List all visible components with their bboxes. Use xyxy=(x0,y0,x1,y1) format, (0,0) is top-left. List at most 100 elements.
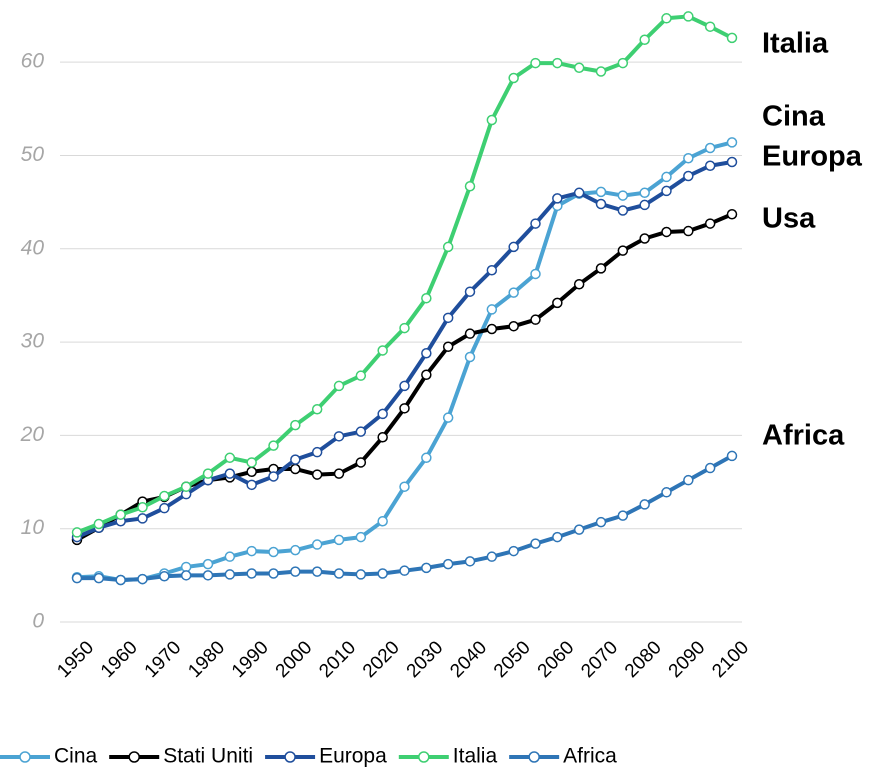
data-point xyxy=(159,502,170,514)
data-point xyxy=(726,156,738,168)
data-point xyxy=(442,241,454,253)
data-point xyxy=(661,226,672,238)
data-point xyxy=(311,404,323,415)
data-point xyxy=(683,474,694,486)
legend-label: Cina xyxy=(54,745,98,768)
data-point xyxy=(137,501,148,513)
x-tick-label: 2090 xyxy=(665,637,710,682)
legend-marker xyxy=(128,751,140,763)
legend-item: Cina xyxy=(0,745,98,768)
data-point xyxy=(399,403,410,414)
legend-marker xyxy=(418,751,430,763)
y-tick-label: 0 xyxy=(32,610,44,633)
data-point xyxy=(595,198,607,210)
data-point xyxy=(377,568,388,579)
data-point xyxy=(377,515,388,527)
data-point xyxy=(421,452,432,464)
data-point xyxy=(355,569,367,580)
y-tick-label: 30 xyxy=(21,330,45,353)
data-point xyxy=(595,186,607,198)
data-point xyxy=(355,531,367,543)
data-point xyxy=(246,545,257,557)
legend-item: Italia xyxy=(398,745,497,768)
x-tick-label: 2080 xyxy=(621,637,666,682)
x-tick-label: 2060 xyxy=(534,637,579,682)
x-tick-label: 1950 xyxy=(53,637,98,682)
data-point xyxy=(311,469,323,480)
data-point xyxy=(704,462,716,474)
data-point xyxy=(333,468,345,479)
data-point xyxy=(464,556,476,567)
data-point xyxy=(399,565,410,576)
legend-item: Stati Uniti xyxy=(109,745,253,768)
legend-label: Stati Uniti xyxy=(163,745,253,768)
data-point xyxy=(377,345,388,356)
data-point xyxy=(268,568,279,579)
data-point xyxy=(683,170,694,182)
data-point xyxy=(530,268,541,280)
data-point xyxy=(246,466,257,478)
data-point xyxy=(71,527,83,538)
x-tick-label: 2030 xyxy=(403,637,448,682)
data-point xyxy=(377,432,388,443)
series-line xyxy=(76,14,733,535)
data-point xyxy=(421,348,432,359)
data-point xyxy=(202,558,214,570)
data-point xyxy=(159,571,170,582)
data-point xyxy=(573,278,585,290)
data-point xyxy=(202,468,214,479)
data-point xyxy=(704,142,716,154)
data-point xyxy=(573,62,585,74)
data-point xyxy=(552,531,563,543)
data-point xyxy=(290,454,301,465)
data-point xyxy=(595,66,607,77)
data-point xyxy=(442,312,454,324)
data-point xyxy=(442,412,454,423)
y-tick-label: 40 xyxy=(21,236,45,259)
x-tick-label: 2010 xyxy=(315,637,360,682)
data-point xyxy=(726,208,738,220)
data-point xyxy=(486,551,498,562)
series-line xyxy=(76,160,733,539)
data-point xyxy=(137,513,148,524)
x-tick-label: 2020 xyxy=(359,637,404,682)
x-tick-label: 2040 xyxy=(446,637,491,682)
data-point xyxy=(508,545,519,557)
data-point xyxy=(224,468,236,479)
data-point xyxy=(726,32,738,44)
data-point xyxy=(137,573,148,585)
data-point xyxy=(421,292,432,304)
data-point xyxy=(617,205,629,216)
data-point xyxy=(595,516,607,528)
y-tick-label: 20 xyxy=(20,423,45,446)
x-tick-label: 2100 xyxy=(708,637,753,682)
legend-item: Europa xyxy=(265,745,387,768)
annotation: Europa xyxy=(762,141,863,173)
data-point xyxy=(246,457,257,468)
data-point xyxy=(464,181,476,192)
data-point xyxy=(290,544,301,556)
data-point xyxy=(290,463,301,475)
data-point xyxy=(508,320,519,332)
annotation: Usa xyxy=(762,203,816,235)
x-tick-label: 2050 xyxy=(490,637,535,682)
data-point xyxy=(115,574,126,586)
x-tick-label: 1960 xyxy=(97,637,142,682)
data-point xyxy=(552,297,563,309)
data-point xyxy=(355,457,367,468)
x-tick-label: 1990 xyxy=(228,637,273,682)
data-point xyxy=(617,245,629,256)
data-point xyxy=(704,21,716,32)
data-point xyxy=(268,546,279,558)
legend-marker xyxy=(284,751,296,763)
data-point xyxy=(333,380,345,392)
data-point xyxy=(508,72,519,84)
data-point xyxy=(377,408,388,420)
data-point xyxy=(224,551,236,562)
data-point xyxy=(93,572,105,584)
data-point xyxy=(399,322,410,334)
data-point xyxy=(683,153,694,164)
data-point xyxy=(464,328,476,339)
data-point xyxy=(639,199,650,211)
